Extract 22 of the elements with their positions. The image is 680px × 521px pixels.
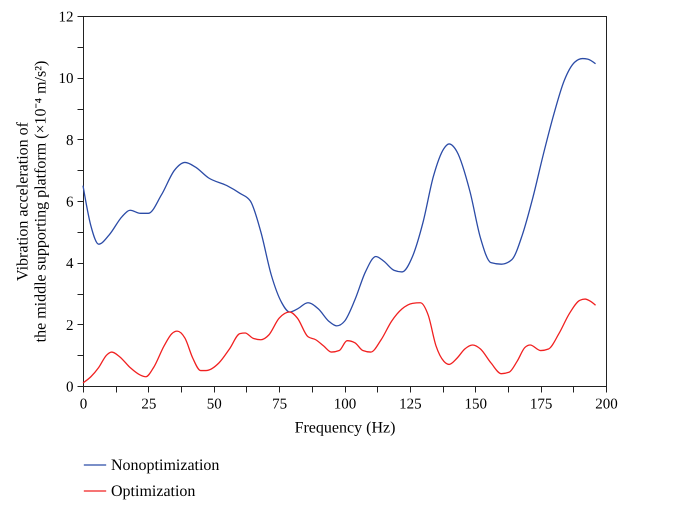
x-tick-label: 125 <box>399 396 422 412</box>
line-series <box>82 58 596 327</box>
x-tick-label: 50 <box>206 396 222 412</box>
x-tick-label: 150 <box>464 396 487 412</box>
x-tick-label: 25 <box>141 396 156 412</box>
x-tick-label: 200 <box>595 396 618 412</box>
x-tick-label: 0 <box>80 396 88 412</box>
y-tick-label: 6 <box>66 194 74 210</box>
legend-label: Nonoptimization <box>111 457 220 474</box>
x-tick-label: 75 <box>272 396 288 412</box>
y-tick-label: 4 <box>66 256 74 272</box>
y-axis-title: Vibration acceleration of the middle supporting platform (×10⁻⁴ m/s²) <box>14 60 50 342</box>
y-tick-label: 2 <box>66 318 74 334</box>
x-axis-title: Frequency (Hz) <box>294 420 396 436</box>
x-tick-label: 100 <box>334 396 356 412</box>
y-tick-label: 8 <box>66 132 74 149</box>
line-series <box>82 298 596 384</box>
y-tick-label: 10 <box>58 71 74 88</box>
x-tick-label: 175 <box>530 396 552 412</box>
y-tick-label: 0 <box>66 380 74 396</box>
legend-label: Optimization <box>111 483 196 500</box>
y-tick-label: 12 <box>58 10 74 26</box>
